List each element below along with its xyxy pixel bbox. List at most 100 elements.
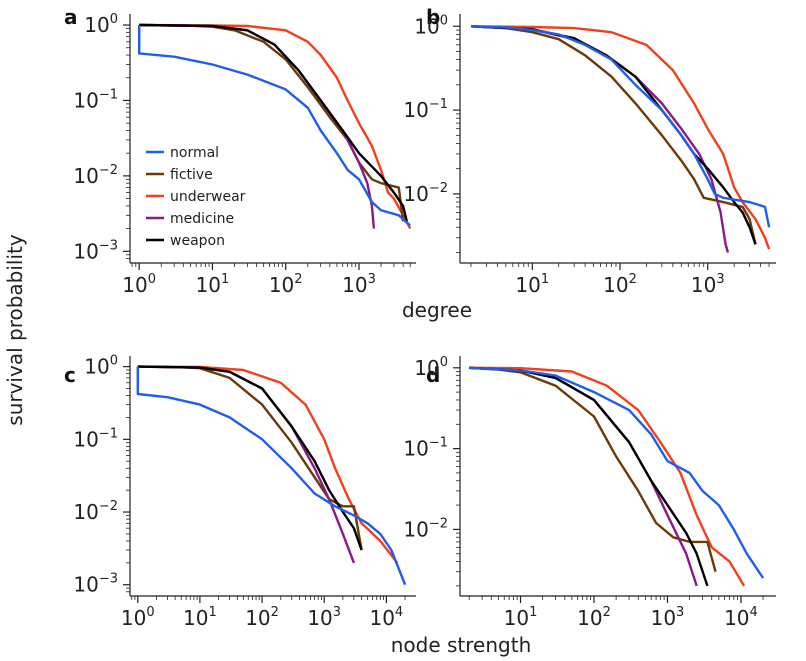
x-tick-base: 10 (577, 606, 602, 630)
y-tick-base: 10 (414, 356, 439, 380)
panel-letter-a: a (64, 5, 78, 29)
x-tick-base: 10 (183, 606, 208, 630)
series-line-underwear (469, 366, 746, 587)
series-line-medicine (469, 366, 698, 587)
y-tick-label: 100 (414, 13, 448, 38)
x-tick-base: 10 (369, 606, 394, 630)
legend-label-normal: normal (170, 145, 219, 161)
series-line-medicine (137, 365, 356, 564)
series-line-underwear (137, 365, 399, 564)
y-tick-label: 10−3 (73, 238, 118, 263)
x-tick-label: 101 (504, 605, 538, 630)
series-line-normal (136, 366, 407, 586)
panel-letter-b: b (426, 5, 440, 29)
y-tick-exponent: −1 (429, 436, 448, 451)
x-tick-exponent: 2 (629, 272, 637, 287)
y-tick-base: 10 (403, 437, 428, 461)
series-line-weapon (469, 366, 709, 587)
y-tick-base: 10 (73, 427, 98, 451)
x-tick-base: 10 (121, 606, 146, 630)
y-tick-label: 10−3 (73, 572, 118, 597)
y-tick-exponent: −2 (429, 181, 448, 196)
series-line-normal (469, 366, 765, 579)
x-tick-label: 101 (515, 272, 549, 297)
y-tick-base: 10 (73, 88, 98, 112)
y-tick-base: 10 (403, 182, 428, 206)
x-tick-exponent: 3 (676, 605, 684, 620)
series-line-weapon (139, 23, 408, 222)
y-tick-exponent: −1 (99, 87, 118, 102)
y-axis-title: survival probability (3, 234, 27, 426)
x-tick-exponent: 0 (148, 272, 156, 287)
x-axis-title-node-strength: node strength (391, 633, 532, 657)
x-tick-exponent: 2 (271, 605, 279, 620)
y-tick-exponent: −1 (429, 97, 448, 112)
legend-label-weapon: weapon (170, 233, 225, 249)
x-tick-base: 10 (307, 606, 332, 630)
y-tick-base: 10 (73, 239, 98, 263)
series-line-underwear (139, 23, 412, 230)
x-tick-exponent: 3 (333, 605, 341, 620)
series-line-fictive (137, 365, 363, 551)
y-tick-base: 10 (403, 98, 428, 122)
y-tick-base: 10 (84, 13, 109, 37)
legend: normal fictive underwear medicine weapon (146, 145, 246, 249)
y-tick-label: 100 (414, 355, 448, 380)
y-tick-base: 10 (403, 517, 428, 541)
y-tick-label: 10−2 (403, 516, 448, 541)
y-tick-exponent: −3 (99, 572, 118, 587)
x-tick-exponent: 0 (146, 605, 154, 620)
y-tick-exponent: 0 (440, 355, 448, 370)
y-tick-exponent: −1 (99, 426, 118, 441)
x-tick-base: 10 (691, 273, 716, 297)
x-tick-exponent: 2 (603, 605, 611, 620)
x-tick-exponent: 3 (368, 272, 376, 287)
x-tick-exponent: 1 (541, 272, 549, 287)
x-tick-base: 10 (342, 273, 367, 297)
y-tick-exponent: −3 (99, 238, 118, 253)
y-tick-base: 10 (73, 573, 98, 597)
y-tick-exponent: −2 (99, 163, 118, 178)
x-tick-label: 102 (245, 605, 279, 630)
y-tick-base: 10 (73, 500, 98, 524)
x-tick-base: 10 (603, 273, 628, 297)
x-tick-label: 100 (122, 272, 156, 297)
legend-label-underwear: underwear (170, 189, 246, 205)
x-tick-exponent: 4 (395, 605, 403, 620)
series-line-medicine (470, 25, 730, 253)
y-tick-base: 10 (73, 164, 98, 188)
y-tick-label: 10−1 (73, 426, 118, 451)
panel-letter-d: d (426, 363, 440, 387)
x-tick-exponent: 1 (529, 605, 537, 620)
legend-label-medicine: medicine (170, 211, 234, 227)
x-tick-exponent: 2 (294, 272, 302, 287)
x-tick-label: 103 (691, 272, 725, 297)
series-line-weapon (137, 365, 363, 551)
series-line-underwear (470, 25, 771, 250)
y-tick-label: 10−1 (73, 87, 118, 112)
y-tick-exponent: 0 (110, 12, 118, 27)
x-tick-label: 103 (342, 272, 376, 297)
y-tick-exponent: −2 (99, 499, 118, 514)
x-tick-base: 10 (515, 273, 540, 297)
x-tick-label: 101 (196, 272, 230, 297)
x-tick-label: 103 (307, 605, 341, 630)
y-tick-label: 10−1 (403, 97, 448, 122)
y-tick-base: 10 (414, 14, 439, 38)
x-tick-base: 10 (724, 606, 749, 630)
x-tick-base: 10 (245, 606, 270, 630)
y-tick-label: 10−1 (403, 436, 448, 461)
y-tick-label: 10−2 (73, 499, 118, 524)
y-tick-base: 10 (84, 355, 109, 379)
x-tick-label: 103 (651, 605, 685, 630)
x-tick-exponent: 1 (221, 272, 229, 287)
x-tick-exponent: 1 (208, 605, 216, 620)
legend-label-fictive: fictive (170, 167, 213, 183)
panel-letter-c: c (64, 363, 76, 387)
y-tick-label: 100 (84, 12, 118, 37)
